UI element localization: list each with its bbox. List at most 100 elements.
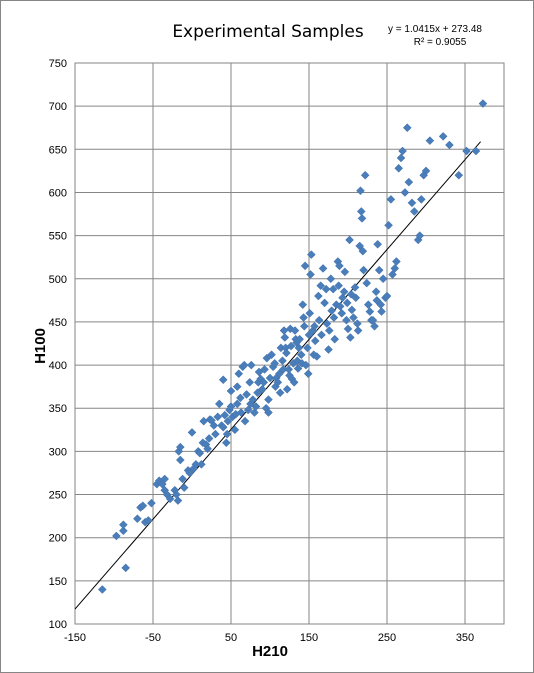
data-point <box>295 334 304 344</box>
data-point <box>392 257 401 266</box>
data-point <box>382 291 392 301</box>
data-point <box>343 324 353 334</box>
data-point <box>371 287 381 297</box>
data-point <box>245 377 255 387</box>
y-tick-label: 200 <box>49 533 67 545</box>
data-point <box>236 408 246 417</box>
y-tick-label: 500 <box>49 274 67 286</box>
data-point <box>267 350 276 360</box>
y-tick-label: 100 <box>49 619 67 631</box>
data-point <box>342 298 352 308</box>
data-point <box>138 501 148 511</box>
data-point <box>179 483 189 492</box>
data-point <box>404 177 414 187</box>
data-point <box>377 307 386 316</box>
data-point <box>359 265 368 275</box>
y-axis-title: H100 <box>32 328 49 364</box>
data-point <box>358 246 368 256</box>
data-point <box>260 365 269 374</box>
data-point <box>374 265 384 275</box>
data-point <box>213 412 223 422</box>
data-point <box>318 264 328 273</box>
data-point <box>220 410 230 420</box>
data-point <box>306 250 316 259</box>
data-point <box>294 343 304 353</box>
data-point <box>248 395 258 404</box>
data-point <box>197 459 206 469</box>
data-point <box>289 377 299 387</box>
y-tick-label: 300 <box>49 446 67 458</box>
data-point <box>165 494 175 504</box>
data-point <box>119 520 128 530</box>
data-point <box>384 220 393 230</box>
data-point <box>178 474 187 484</box>
data-point <box>334 281 343 291</box>
data-point <box>360 170 370 180</box>
data-point <box>303 343 312 353</box>
trendline-r-squared: R² = 0.9055 <box>414 37 467 48</box>
chart-title: Experimental Samples <box>172 22 364 42</box>
data-point <box>133 514 142 524</box>
data-point <box>221 438 231 448</box>
data-point <box>357 214 367 223</box>
data-point <box>345 235 354 245</box>
data-point <box>203 444 212 454</box>
data-point <box>257 384 267 394</box>
y-tick-label: 700 <box>49 101 67 113</box>
data-points <box>97 99 488 594</box>
data-point <box>173 496 183 505</box>
data-point <box>362 278 372 288</box>
data-point <box>239 360 249 370</box>
data-point <box>232 399 242 409</box>
data-point <box>282 384 292 394</box>
data-point <box>335 261 344 271</box>
x-tick-label: -150 <box>64 632 86 644</box>
data-point <box>454 170 464 180</box>
data-point <box>218 422 228 432</box>
data-point <box>226 402 236 411</box>
data-point <box>342 315 351 325</box>
data-point <box>373 239 382 249</box>
data-point <box>390 264 400 273</box>
data-point <box>223 416 233 426</box>
data-point <box>275 388 285 398</box>
data-point <box>280 333 290 342</box>
data-point <box>305 308 315 318</box>
data-point <box>270 358 280 368</box>
data-point <box>388 270 397 279</box>
data-point <box>175 442 185 452</box>
data-point <box>320 298 329 308</box>
data-point <box>306 270 315 279</box>
data-point <box>265 373 275 383</box>
data-point <box>340 267 350 277</box>
data-point <box>312 352 322 361</box>
data-point <box>335 302 345 311</box>
data-point <box>314 315 324 325</box>
data-point <box>317 330 326 340</box>
data-point <box>234 369 244 379</box>
data-point <box>365 307 375 316</box>
data-point <box>398 146 407 156</box>
trendline-equation: y = 1.0415x + 273.48 <box>388 24 482 35</box>
data-point <box>438 132 448 141</box>
data-point <box>326 274 336 284</box>
x-tick-label: 150 <box>300 632 318 644</box>
x-tick-label: 350 <box>456 632 474 644</box>
data-point <box>330 334 340 344</box>
data-point <box>232 382 242 392</box>
data-point <box>370 321 379 331</box>
data-point <box>264 408 273 417</box>
data-point <box>339 287 349 297</box>
y-tick-label: 450 <box>49 317 67 329</box>
data-point <box>396 153 406 163</box>
data-point <box>199 416 209 426</box>
data-point <box>240 416 250 426</box>
data-point <box>214 399 224 409</box>
data-point <box>293 364 303 373</box>
data-point <box>187 428 197 437</box>
data-point <box>347 305 357 315</box>
data-point <box>259 377 269 387</box>
data-point <box>111 531 121 541</box>
data-point <box>230 425 240 435</box>
